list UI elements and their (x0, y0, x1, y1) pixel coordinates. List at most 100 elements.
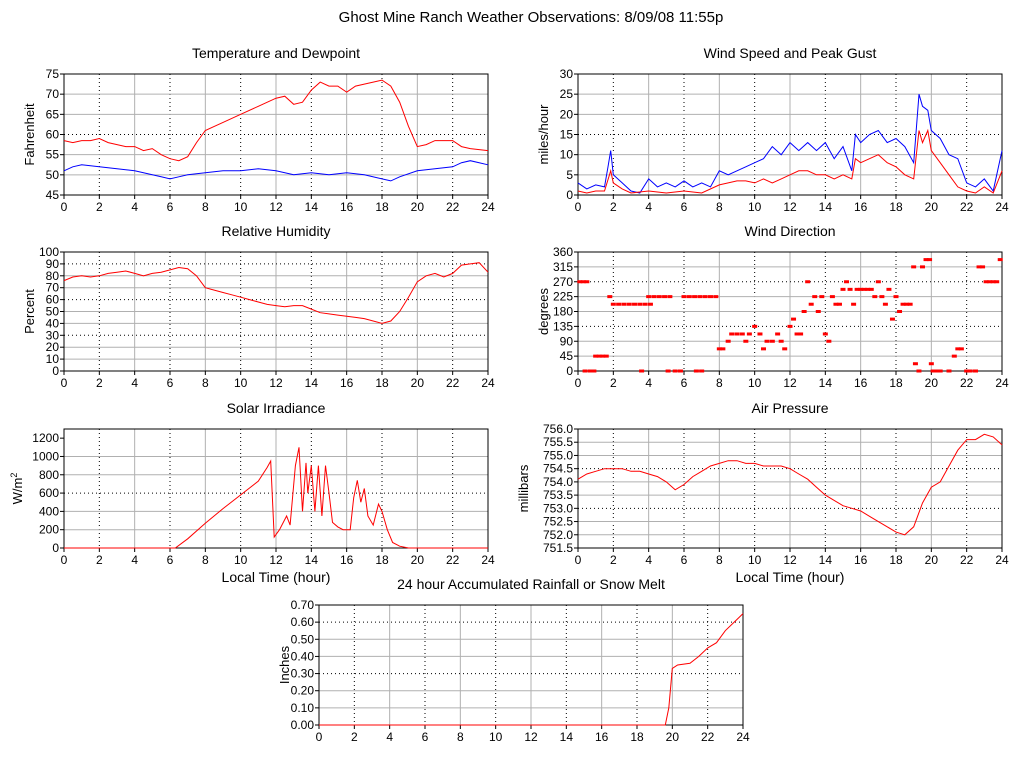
y-tick-label: 800 (39, 468, 59, 482)
x-tick-label: 2 (610, 553, 617, 567)
x-tick-label: 6 (422, 730, 429, 744)
x-tick-label: 20 (925, 200, 939, 214)
y-tick-label: 0 (566, 364, 573, 378)
x-tick-label: 18 (375, 200, 389, 214)
x-tick-label: 24 (481, 376, 495, 390)
data-point (739, 332, 745, 336)
series-line-0 (64, 447, 488, 549)
data-point (930, 369, 936, 373)
data-point (642, 302, 648, 306)
y-tick-label: 752.5 (543, 515, 573, 529)
x-tick-label: 22 (960, 376, 974, 390)
y-tick-label: 360 (553, 245, 573, 259)
y-tick-label: 0 (566, 188, 573, 202)
x-tick-label: 6 (167, 376, 174, 390)
x-tick-label: 12 (269, 376, 283, 390)
x-tick-label: 12 (524, 730, 538, 744)
y-tick-label: 135 (553, 319, 573, 333)
x-tick-label: 18 (889, 553, 903, 567)
data-point (911, 265, 917, 269)
x-tick-label: 20 (411, 553, 425, 567)
data-point (946, 369, 952, 373)
data-point (886, 287, 892, 291)
data-point (662, 295, 668, 299)
y-tick-label: 1000 (32, 449, 59, 463)
x-tick-label: 14 (819, 376, 833, 390)
series-line-0 (577, 433, 1003, 536)
x-tick-label: 22 (701, 730, 715, 744)
x-tick-label: 24 (481, 553, 495, 567)
data-point (801, 310, 807, 313)
data-point (761, 347, 766, 351)
data-point (603, 354, 609, 358)
series-line-0 (63, 262, 489, 324)
x-tick-label: 0 (61, 553, 68, 567)
data-point (976, 265, 982, 269)
y-axis-label: millibars (516, 464, 531, 512)
data-point (775, 332, 781, 336)
x-tick-label: 2 (351, 730, 358, 744)
data-point (764, 339, 770, 343)
data-point (743, 339, 749, 343)
y-tick-label: 752.0 (543, 528, 573, 542)
x-tick-label: 4 (645, 200, 652, 214)
y-tick-label: 755.0 (543, 448, 573, 462)
data-point (621, 302, 627, 306)
x-tick-label: 8 (202, 553, 209, 567)
y-tick-label: 25 (560, 87, 574, 101)
data-point (637, 302, 643, 306)
x-tick-label: 22 (960, 553, 974, 567)
y-tick-label: 0 (52, 364, 59, 378)
x-tick-label: 16 (854, 553, 868, 567)
x-tick-label: 16 (340, 376, 354, 390)
data-point (812, 295, 818, 299)
data-point (951, 354, 957, 358)
data-point (934, 369, 940, 373)
data-point (639, 369, 645, 373)
x-tick-label: 2 (610, 200, 617, 214)
x-tick-label: 0 (61, 200, 68, 214)
x-tick-label: 0 (575, 200, 582, 214)
data-point (665, 369, 671, 373)
x-tick-label: 16 (854, 200, 868, 214)
data-point (607, 295, 613, 299)
y-axis-label: Percent (22, 289, 37, 334)
data-point (600, 354, 606, 358)
chart-title: Air Pressure (751, 400, 828, 416)
chart-temp: 0 2 4 6 8 10 12 14 16 18 20 22 2445505560657075Tempe… (22, 45, 495, 214)
data-point (757, 332, 763, 336)
data-point (882, 302, 888, 306)
data-point (983, 280, 989, 284)
y-tick-label: 30 (46, 328, 60, 342)
data-point (699, 369, 705, 373)
y-tick-label: 1200 (32, 431, 59, 445)
data-point (829, 295, 835, 299)
data-point (964, 369, 970, 373)
x-tick-label: 18 (375, 553, 389, 567)
data-point (656, 295, 662, 299)
data-point (889, 317, 895, 321)
page-title: Ghost Mine Ranch Weather Observations: 8… (339, 9, 724, 26)
data-point (997, 258, 1003, 262)
data-point (854, 287, 860, 291)
x-tick-label: 2 (96, 376, 103, 390)
y-axis-label-text: Inches (277, 645, 292, 684)
x-tick-label: 0 (575, 553, 582, 567)
data-point (672, 369, 678, 373)
x-tick-label: 24 (995, 376, 1009, 390)
y-tick-label: 65 (46, 107, 60, 121)
y-tick-label: 10 (560, 148, 574, 162)
data-point (973, 369, 978, 373)
x-tick-label: 8 (716, 376, 723, 390)
y-axis-label: Inches (277, 645, 292, 684)
x-tick-label: 6 (167, 553, 174, 567)
y-axis-label-text: Fahrenheit (22, 103, 37, 166)
y-axis-label: degrees (536, 288, 551, 335)
y-tick-label: 45 (46, 188, 60, 202)
x-tick-label: 10 (748, 376, 762, 390)
x-tick-label: 18 (889, 200, 903, 214)
data-point (787, 324, 793, 328)
data-point (861, 287, 867, 291)
y-tick-label: 756.0 (543, 422, 573, 436)
data-point (746, 332, 752, 336)
